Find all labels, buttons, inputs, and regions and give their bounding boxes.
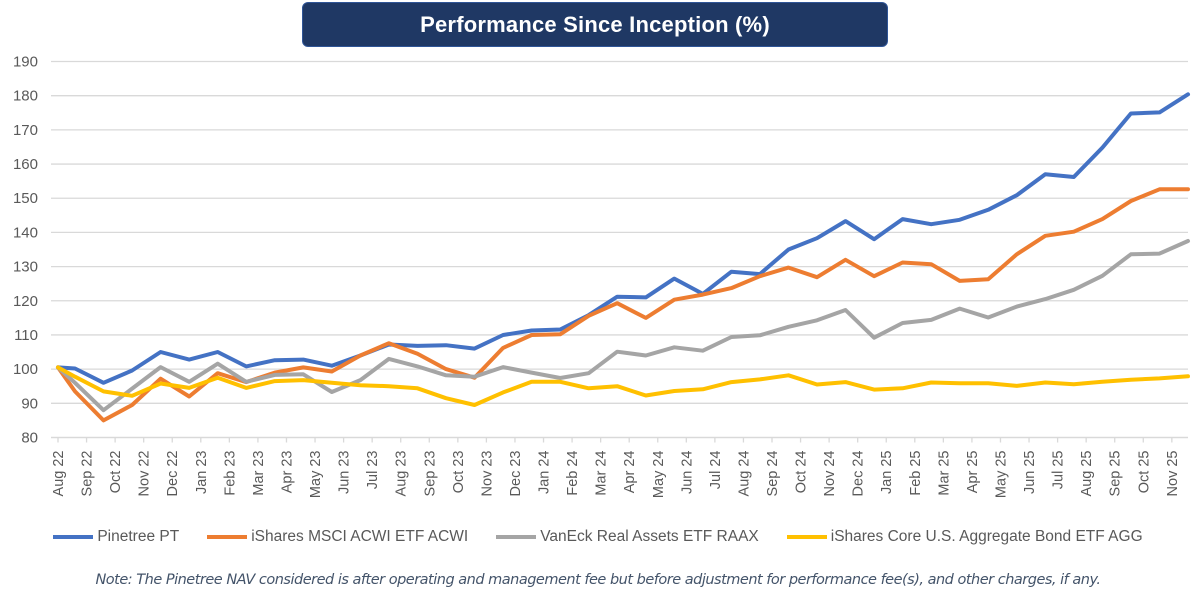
x-tick-label: May 25 [993,451,1009,499]
series-lines [56,92,1190,423]
y-axis: 80 90 100 110 120 130 140 150 160 170 180 190 [13,54,38,447]
y-tick-label: 170 [13,122,38,139]
x-tick-label: Nov 25 [1165,451,1181,497]
y-tick-label: 130 [13,259,38,276]
series-points-0 [57,94,1189,383]
legend-item-agg[interactable]: iShares Core U.S. Aggregate Bond ETF AGG [786,528,1143,546]
x-tick-label: Jan 25 [879,451,895,495]
x-tick-label: Sep 23 [422,451,438,497]
chart-title: Performance Since Inception (%) [420,11,770,37]
legend-swatch-agg [786,535,827,539]
series-points-2 [57,240,1189,411]
legend-swatch-pinetree [53,535,94,539]
x-tick-label: Nov 23 [479,451,495,497]
x-tick-label: Dec 23 [508,451,524,497]
x-tick-label: Oct 23 [451,451,467,494]
x-tick-label: May 23 [308,451,324,499]
series-line-2 [56,239,1190,413]
x-tick-label: Jul 23 [365,451,381,490]
legend-swatch-raax [496,535,537,539]
legend-item-pinetree[interactable]: Pinetree PT [53,528,179,546]
y-tick-label: 150 [13,190,38,207]
x-tick-label: Sep 25 [1108,451,1124,497]
x-tick-label: Jun 24 [679,451,695,495]
x-tick-label: Jul 24 [708,451,724,490]
y-tick-label: 140 [13,224,38,241]
x-axis: Aug 22 Sep 22 Oct 22 Nov 22 Dec 22 Jan 23 Feb … [51,436,1188,499]
x-tick-label: Apr 25 [965,451,981,494]
gridlines [51,60,1188,404]
line-chart: 80 90 100 110 120 130 140 150 160 170 180 190 Aug 2… [13,54,1190,499]
chart-title-box: Performance Since Inception (%) [302,2,888,47]
series-points-3 [57,367,1189,406]
x-tick-label: Oct 25 [1136,451,1152,494]
x-tick-label: Nov 22 [137,451,153,497]
x-tick-label: Jun 23 [337,451,353,495]
x-tick-label: Feb 25 [908,451,924,496]
x-tick-label: Feb 23 [222,451,238,496]
series-points-1 [57,189,1189,421]
series-line-1 [56,187,1190,423]
legend-label: Pinetree PT [97,528,180,545]
series-line-3 [56,365,1190,407]
y-tick-label: 100 [13,361,38,378]
x-tick-label: Aug 24 [736,451,752,497]
x-tick-label: Oct 24 [794,451,810,494]
y-tick-label: 160 [13,156,38,173]
x-tick-label: Aug 25 [1079,451,1095,497]
x-tick-label: Jan 23 [194,451,210,495]
x-tick-label: May 24 [651,451,667,499]
legend-label: iShares Core U.S. Aggregate Bond ETF AGG [830,528,1143,545]
legend-item-acwi[interactable]: iShares MSCI ACWI ETF ACWI [207,528,468,546]
x-tick-label: Apr 23 [279,451,295,494]
y-tick-label: 90 [21,395,38,412]
y-tick-label: 180 [13,88,38,105]
x-tick-label: Apr 24 [622,451,638,494]
legend-label: iShares MSCI ACWI ETF ACWI [251,528,469,545]
x-tick-label: Feb 24 [565,451,581,496]
x-tick-label: Mar 24 [594,451,610,496]
y-tick-label: 190 [13,54,38,71]
series-line-0 [56,92,1190,385]
x-tick-label: Jun 25 [1022,451,1038,495]
x-tick-label: Sep 22 [80,451,96,497]
legend: Pinetree PT iShares MSCI ACWI ETF ACWI V… [0,522,1196,552]
x-tick-label: Dec 22 [165,451,181,497]
legend-item-raax[interactable]: VanEck Real Assets ETF RAAX [496,528,759,546]
x-tick-label: Dec 24 [851,451,867,497]
x-tick-label: Nov 24 [822,451,838,497]
legend-label: VanEck Real Assets ETF RAAX [540,528,759,545]
x-tick-label: Sep 24 [765,451,781,497]
y-tick-label: 80 [21,430,38,447]
y-tick-label: 110 [14,327,38,344]
x-tick-label: Aug 22 [51,451,67,497]
x-tick-label: Jan 24 [537,451,553,495]
footnote: Note: The Pinetree NAV considered is aft… [95,572,1101,588]
x-tick-label: Mar 25 [936,451,952,496]
x-tick-label: Oct 22 [108,451,124,494]
legend-swatch-acwi [207,535,248,539]
y-tick-label: 120 [13,293,38,310]
x-tick-label: Aug 23 [394,451,410,497]
x-tick-label: Jul 25 [1051,451,1067,490]
x-tick-label: Mar 23 [251,451,267,496]
